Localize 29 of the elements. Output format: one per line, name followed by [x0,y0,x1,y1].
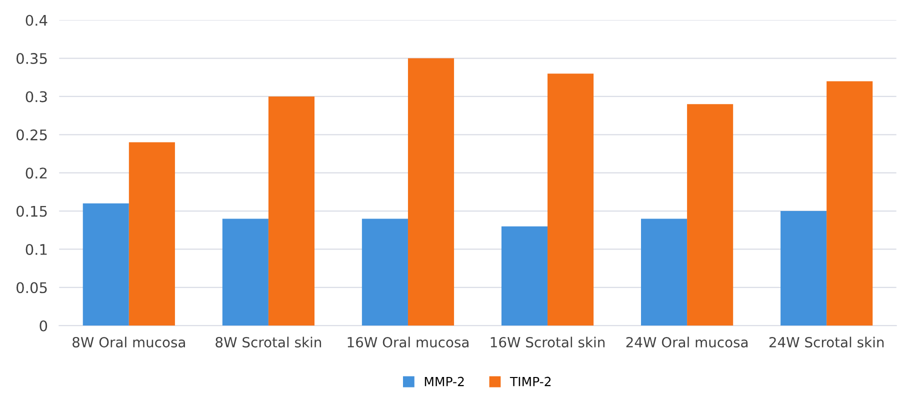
x-tick-label: 16W Oral mucosa [348,336,468,348]
y-tick-label: 0.25 [16,129,47,140]
bar [128,142,175,326]
y-tick-label: 0.2 [26,168,47,179]
x-tick-label: 16W Scrotal skin [490,336,605,348]
bar [82,203,129,326]
y-tick-label: 0.35 [16,53,47,64]
bar [222,218,268,326]
y-tick-label: 0.3 [26,91,47,102]
y-tick-label: 0.1 [26,244,47,255]
bar [780,211,827,326]
x-tick-label: 8W Oral mucosa [72,336,185,348]
legend-label: MMP-2 [424,376,464,386]
x-tick-label: 24W Oral mucosa [626,336,748,348]
y-tick-label: 0.4 [26,14,48,26]
y-tick-label: 0 [40,320,48,332]
bar [362,218,408,326]
legend-label: TIMP-2 [510,376,551,386]
bar [501,226,548,326]
y-tick-label: 0.15 [16,206,47,217]
bar [687,104,734,326]
bar [641,218,688,326]
bar [826,81,873,326]
bar [548,74,594,326]
bar [268,96,314,326]
x-tick-label: 8W Scrotal skin [216,336,322,348]
x-tick-label: 24W Scrotal skin [769,336,884,348]
bar [408,58,454,326]
y-tick-label: 0.05 [16,282,47,294]
